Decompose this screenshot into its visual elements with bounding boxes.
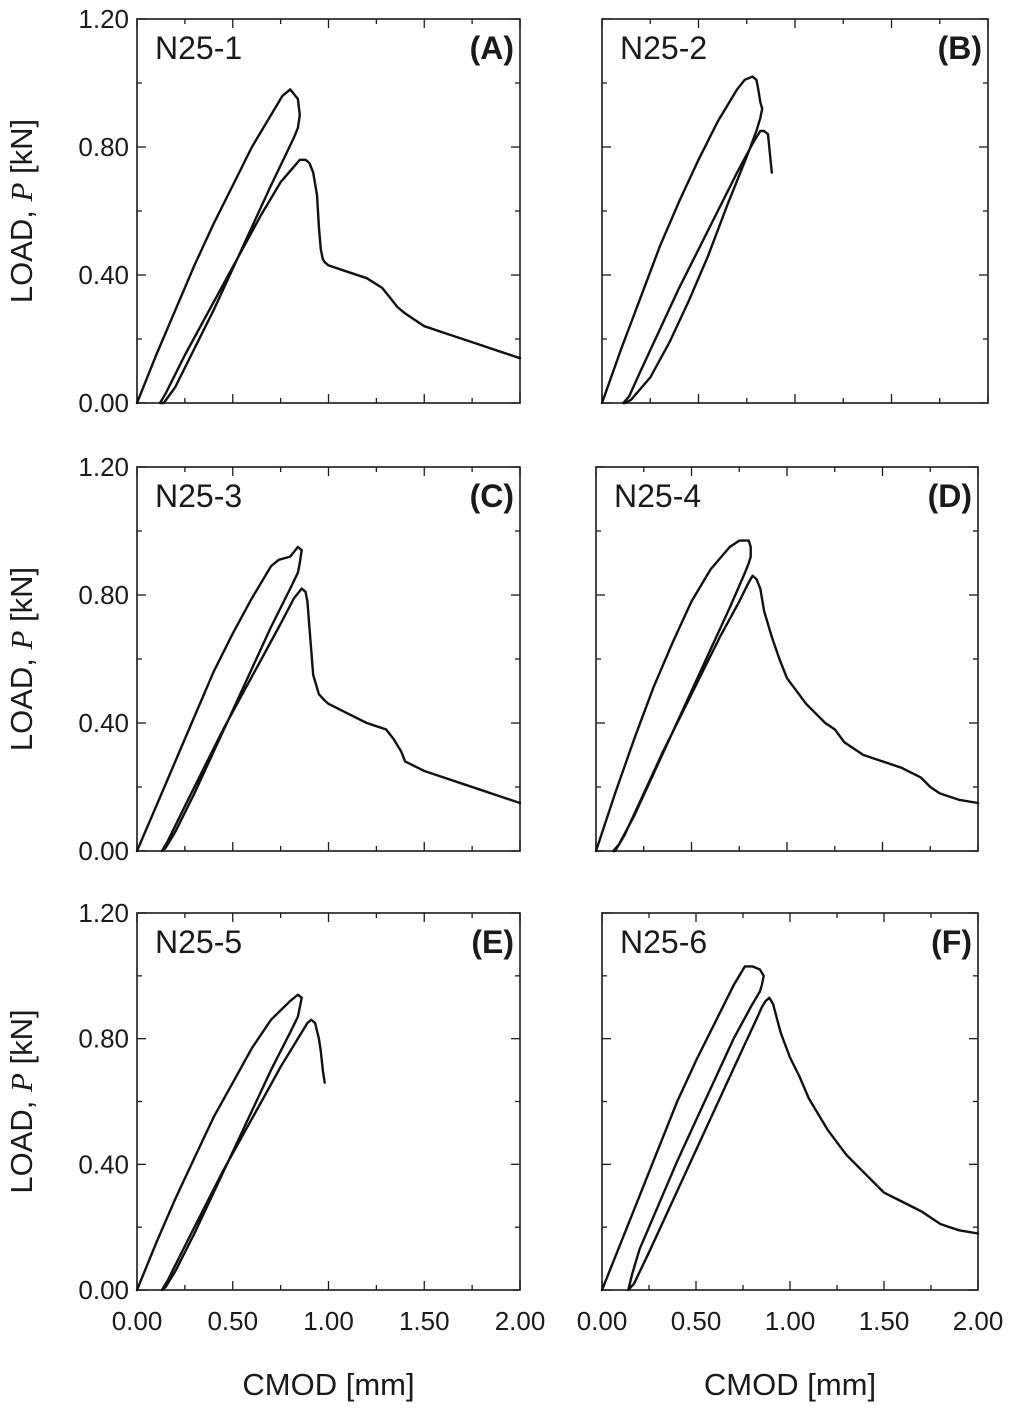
x-tick-label: 2.00 (953, 1306, 1004, 1336)
specimen-label: N25-1 (155, 30, 242, 66)
panel-c: 0.00 0.40 0.80 1.20 LOAD, P [kN] N25-3 (C) (4, 452, 522, 866)
y-axis-title-unit: [kN] (4, 567, 39, 631)
panel-letter: (A) (470, 30, 514, 66)
y-tick-label: 1.20 (78, 452, 129, 482)
y-tick-label: 1.20 (78, 4, 129, 34)
x-tick-label: 1.50 (859, 1306, 910, 1336)
y-axis-title-variable: P (4, 631, 39, 651)
x-tick-label: 1.00 (765, 1306, 816, 1336)
y-axis-title-prefix: LOAD, (4, 202, 39, 304)
load-cmod-curve (600, 965, 980, 1292)
load-cmod-curve (594, 539, 980, 853)
y-tick-label: 0.00 (78, 836, 129, 866)
y-axis-title: LOAD, P [kN] (4, 119, 39, 303)
y-axis-title-unit: [kN] (4, 119, 39, 183)
load-cmod-curve (135, 545, 522, 853)
plot-frame (601, 18, 989, 404)
specimen-label: N25-6 (620, 924, 707, 960)
x-tick-label: 0.00 (577, 1306, 628, 1336)
y-tick-label: 0.40 (78, 260, 129, 290)
panel-letter: (D) (928, 478, 972, 514)
load-cmod-curve (135, 993, 326, 1292)
y-axis-title-unit: [kN] (4, 1009, 39, 1073)
specimen-label: N25-4 (614, 478, 701, 514)
y-tick-label: 0.80 (78, 1024, 129, 1054)
y-axis-title-variable: P (4, 183, 39, 203)
x-axis-title: CMOD [mm] (704, 1367, 876, 1402)
y-axis-title-prefix: LOAD, (4, 1092, 39, 1194)
y-tick-label: 0.80 (78, 132, 129, 162)
x-tick-label: 2.00 (495, 1306, 546, 1336)
y-tick-label: 0.40 (78, 1149, 129, 1179)
panel-b: N25-2 (B) (600, 18, 989, 405)
y-tick-label: 0.00 (78, 388, 129, 418)
plot-frame (595, 466, 979, 852)
y-axis-title: LOAD, P [kN] (4, 1009, 39, 1193)
y-axis-title-prefix: LOAD, (4, 650, 39, 752)
load-cmod-curve (135, 88, 522, 405)
x-tick-label: 0.00 (112, 1306, 163, 1336)
panel-e: 0.00 0.40 0.80 1.20 LOAD, P [kN] 0.00 0.50 1.00… (4, 898, 545, 1402)
panels: 0.00 0.40 0.80 1.20 LOAD, P [kN] N25-1 (A) N25-… (4, 4, 1003, 1402)
y-tick-label: 1.20 (78, 898, 129, 928)
x-tick-label: 0.50 (671, 1306, 722, 1336)
panel-d: N25-4 (D) (594, 466, 980, 853)
panel-f: 0.00 0.50 1.00 1.50 2.00 CMOD [mm] N25-6 (F) (577, 912, 1004, 1402)
y-axis-title: LOAD, P [kN] (4, 567, 39, 751)
specimen-label: N25-2 (620, 30, 707, 66)
x-tick-label: 0.50 (207, 1306, 258, 1336)
panel-letter: (F) (931, 924, 972, 960)
y-tick-label: 0.80 (78, 580, 129, 610)
y-tick-label: 0.00 (78, 1275, 129, 1305)
panel-letter: (C) (470, 478, 514, 514)
y-axis-title-variable: P (4, 1073, 39, 1093)
plot-frame (136, 18, 521, 404)
specimen-label: N25-3 (155, 478, 242, 514)
x-tick-label: 1.50 (399, 1306, 450, 1336)
load-cmod-curve (600, 75, 773, 405)
panel-a: 0.00 0.40 0.80 1.20 LOAD, P [kN] N25-1 (A) (4, 4, 522, 418)
x-axis-title: CMOD [mm] (242, 1367, 414, 1402)
panel-letter: (E) (471, 924, 514, 960)
y-tick-label: 0.40 (78, 708, 129, 738)
x-tick-label: 1.00 (303, 1306, 354, 1336)
specimen-label: N25-5 (155, 924, 242, 960)
panel-letter: (B) (938, 30, 982, 66)
